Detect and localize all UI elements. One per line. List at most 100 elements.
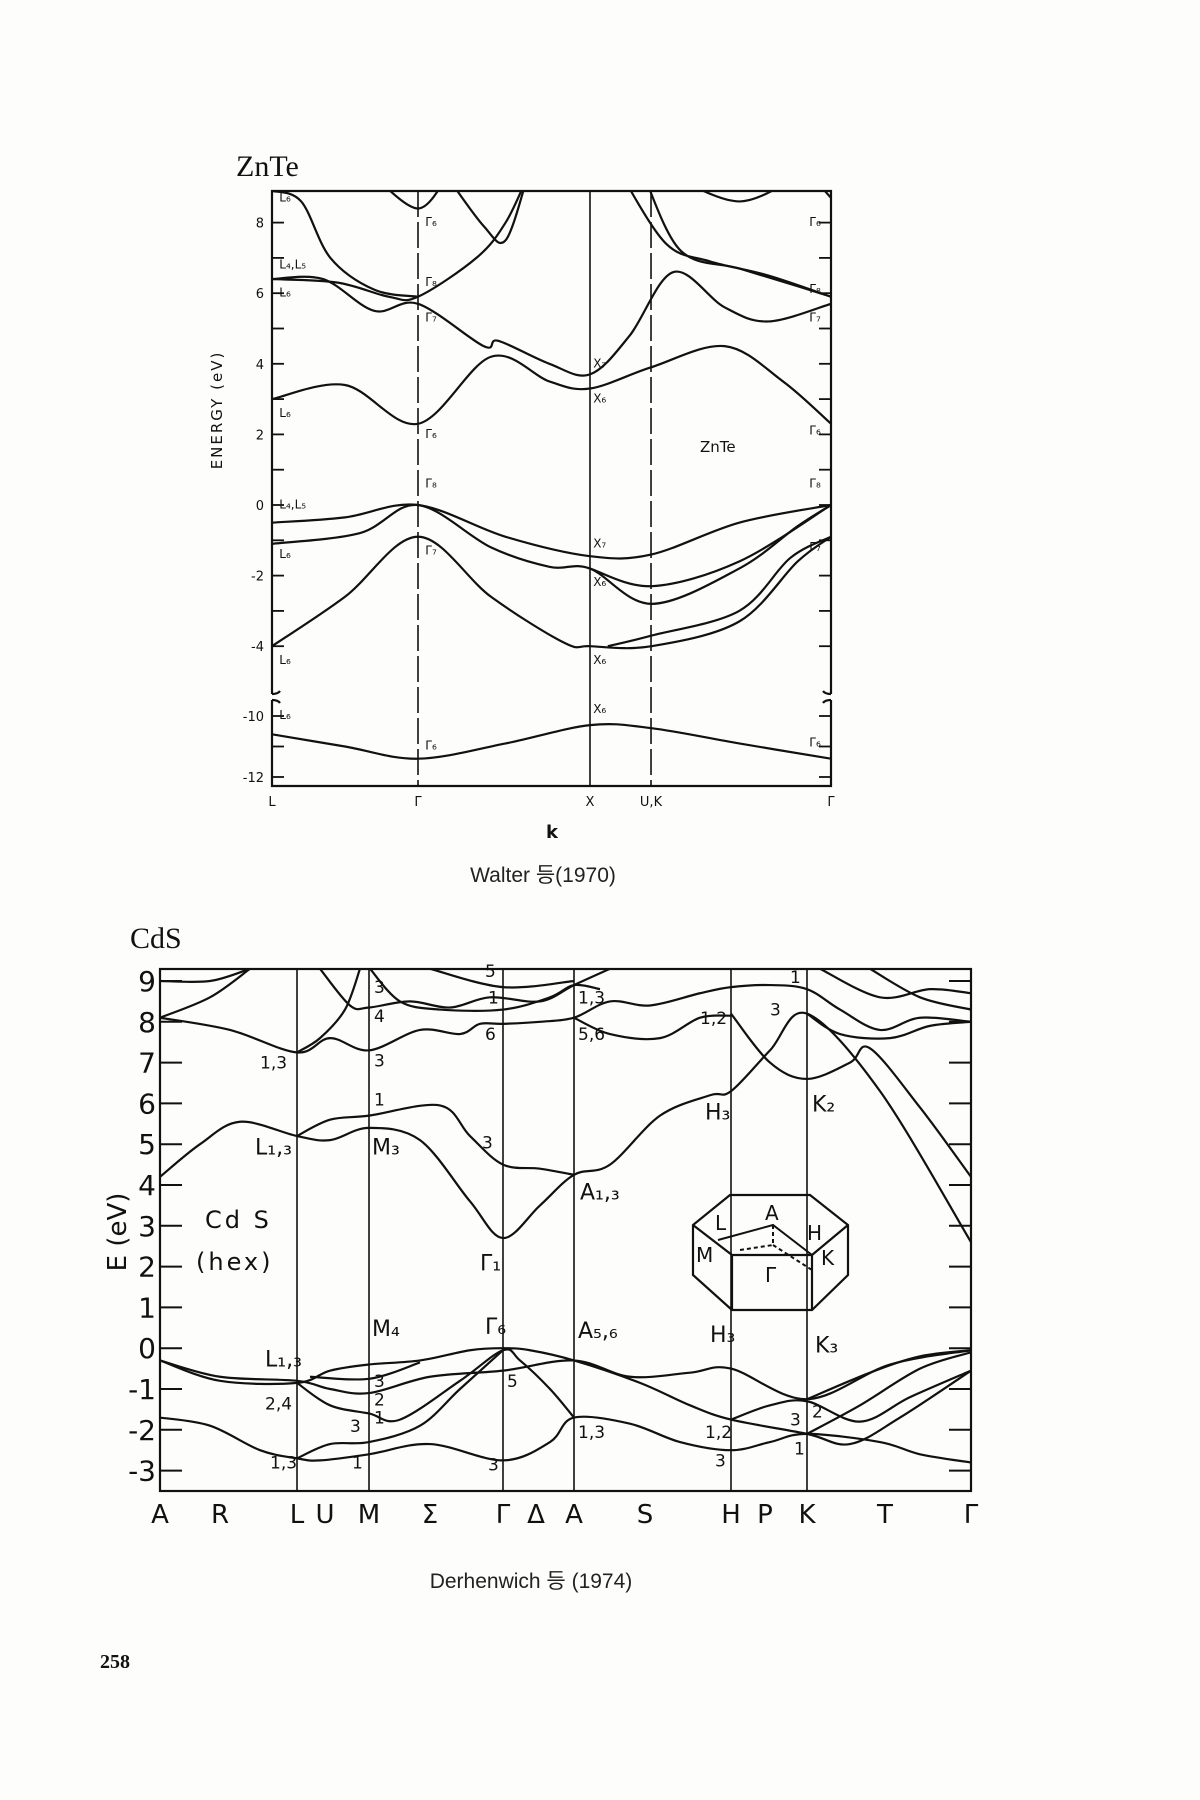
y-tick-label: -12: [243, 771, 264, 786]
symmetry-label: L₁,₃: [265, 1348, 302, 1373]
znte-axis-ticks: 8 6 4 2 0 -2 -4 -10 -12 L Γ X U,K Γ: [243, 217, 836, 810]
x-tick-label: X: [586, 795, 595, 810]
cds-caption: Derhenwich 등 (1974): [430, 1570, 633, 1593]
x-tick-label: Γ: [964, 1500, 979, 1530]
symmetry-label: L₄,L₅: [279, 498, 306, 512]
inset-label-a: A: [765, 1201, 779, 1225]
symmetry-label: M₄: [372, 1317, 400, 1342]
symmetry-label: L₆: [279, 406, 291, 420]
symmetry-label: K₂: [812, 1093, 835, 1118]
y-tick-label: 2: [138, 1251, 156, 1284]
axis-break-mark: [271, 690, 832, 704]
znte-caption: Walter 등(1970): [470, 864, 616, 887]
cds-band-16: [296, 969, 362, 1054]
znte-annotations: L₆ L₄,L₅ L₆ L₆ L₄,L₅ L₆ L₆ L₆ Γ₆ Γ₈ Γ₇ Γ₆ Γ₈ Γ₇ Γ₆ X₇ X₆…: [279, 190, 821, 752]
symmetry-label: 1,3: [270, 1454, 297, 1474]
y-tick-label: 1: [138, 1291, 156, 1324]
cds-band-3: [160, 1347, 971, 1446]
symmetry-label: 1,3: [578, 1423, 605, 1443]
symmetry-label: 5,6: [578, 1025, 605, 1045]
symmetry-label: 2: [812, 1403, 823, 1423]
y-tick-label: -3: [128, 1455, 156, 1488]
symmetry-label: 1: [790, 968, 801, 988]
y-tick-label: 0: [138, 1332, 156, 1365]
symmetry-label: 1: [374, 1090, 385, 1110]
znte-band-1: [272, 723, 831, 760]
cds-band-13: [160, 983, 971, 1054]
y-tick-label: 6: [256, 287, 264, 302]
x-tick-label: T: [876, 1500, 893, 1530]
symmetry-label: Γ₇: [425, 310, 437, 324]
y-tick-label: 5: [138, 1128, 156, 1161]
y-tick-label: 9: [138, 965, 156, 998]
symmetry-label: 3: [374, 1052, 385, 1072]
znte-band-9: [272, 191, 523, 302]
znte-band-14: [649, 191, 831, 298]
znte-band-5: [589, 504, 831, 588]
y-tick-label: 2: [256, 428, 264, 443]
inset-label-m: M: [696, 1243, 713, 1267]
x-tick-label: M: [358, 1500, 380, 1530]
cds-band-9: [806, 1351, 971, 1435]
y-tick-label: 8: [138, 1006, 156, 1039]
symmetry-label: 1: [374, 1409, 385, 1429]
x-tick-label: R: [211, 1500, 229, 1530]
znte-frame-lower: [270, 700, 833, 788]
cds-title: CdS: [130, 922, 182, 955]
cds-band-21: [806, 1012, 971, 1040]
cds-band-23: [869, 969, 971, 1011]
symmetry-label: 1: [352, 1454, 363, 1474]
symmetry-label: Γ₁: [480, 1252, 501, 1277]
brillouin-zone-inset: L A H M Γ K: [691, 1193, 850, 1312]
y-tick-label: 7: [138, 1047, 156, 1080]
symmetry-label: 3: [715, 1452, 726, 1472]
cds-band-19: [429, 969, 575, 989]
symmetry-label: Γ₆: [809, 215, 821, 229]
znte-band-7: [272, 344, 831, 426]
cds-band-5: [296, 1349, 504, 1460]
inset-label-gamma: Γ: [765, 1263, 777, 1287]
y-tick-label: -1: [128, 1373, 156, 1406]
symmetry-label: L₆: [279, 286, 291, 300]
prism-top-front-edge: [692, 1224, 849, 1257]
symmetry-label: X₇: [593, 536, 606, 550]
symmetry-label: X₇: [593, 356, 606, 370]
y-tick-label: -2: [128, 1414, 156, 1447]
inset-label-l: L: [715, 1211, 727, 1235]
cds-frame-box: [158, 967, 973, 1493]
zone-path-l-a-h: [717, 1223, 813, 1256]
znte-inner-label: ZnTe: [700, 438, 736, 456]
symmetry-label: M₃: [372, 1135, 400, 1160]
symmetry-label: Γ₇: [809, 310, 821, 324]
cds-band-10: [160, 1011, 971, 1243]
symmetry-label: L₁,₃: [255, 1135, 292, 1160]
cds-band-20: [573, 1014, 732, 1041]
symmetry-label: Γ₈: [425, 275, 437, 289]
y-tick-label: 4: [138, 1169, 156, 1202]
cds-band-1: [160, 1415, 971, 1464]
x-tick-label: U: [315, 1500, 334, 1530]
symmetry-label: H₃: [710, 1323, 735, 1348]
znte-band-11: [388, 191, 440, 210]
cds-bands: [160, 969, 971, 1464]
symmetry-label: A₅,₆: [578, 1319, 618, 1344]
znte-band-8: [272, 270, 831, 377]
znte-band-12: [455, 191, 525, 245]
symmetry-label: K₃: [815, 1333, 838, 1358]
y-tick-label: 4: [256, 358, 264, 373]
symmetry-label: Γ₆: [425, 739, 437, 753]
cds-band-7: [730, 1369, 971, 1423]
x-tick-label: A: [565, 1500, 583, 1530]
x-tick-label: L: [290, 1500, 305, 1530]
symmetry-label: Γ₇: [425, 543, 437, 557]
symmetry-label: Γ₆: [425, 215, 437, 229]
symmetry-label: 3: [770, 1001, 781, 1021]
x-tick-label: A: [151, 1500, 169, 1530]
inset-label-h: H: [807, 1221, 822, 1245]
x-tick-label: S: [637, 1500, 654, 1530]
symmetry-label: 2: [374, 1390, 385, 1410]
